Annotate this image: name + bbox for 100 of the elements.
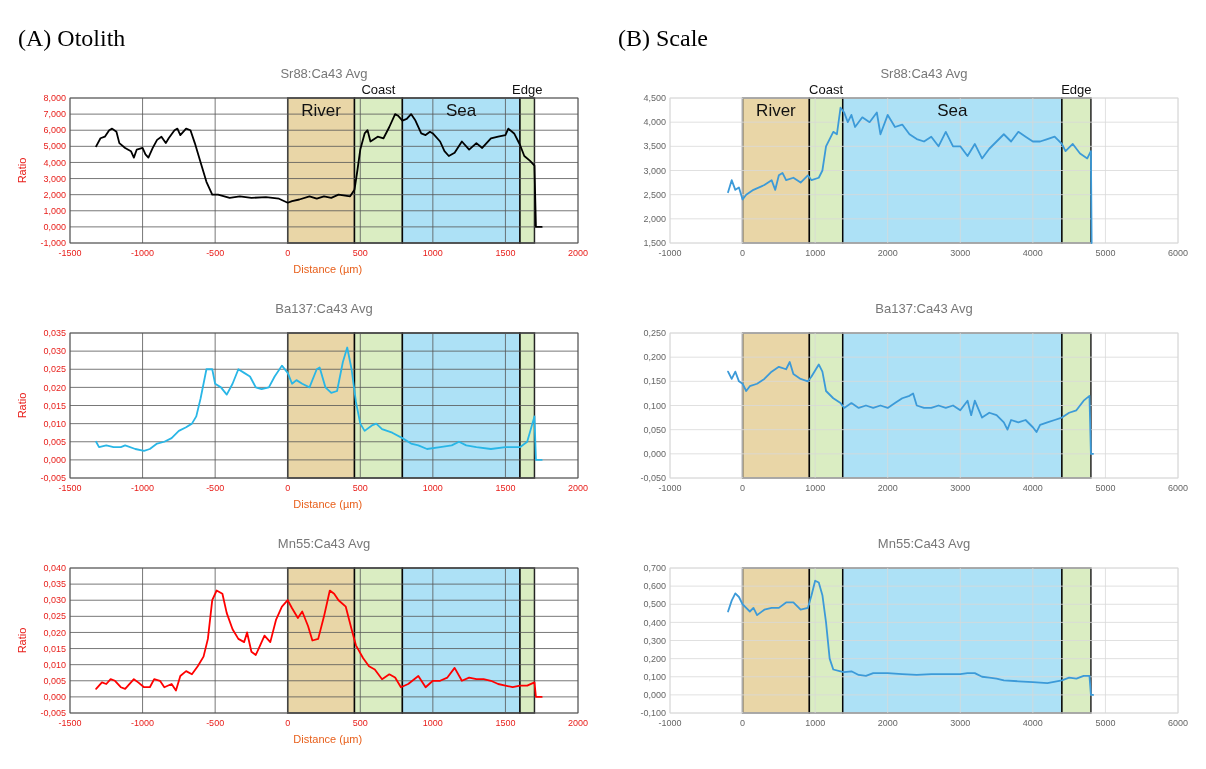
chart-title: Mn55:Ca43 Avg [277,536,371,551]
x-tick-label: 0 [740,483,746,493]
y-tick-label: -0,100 [640,708,666,719]
y-tick-label: 0,200 [643,653,666,664]
x-tick-label: 2000 [877,718,898,728]
y-tick-label: -0,005 [40,473,66,484]
x-tick-label: 6000 [1167,483,1189,493]
x-tick-label: 4000 [1022,483,1043,493]
y-tick-label: 0,015 [43,400,66,411]
band-label: Edge [512,82,543,97]
band-label: River [301,101,342,120]
band-label: Sea [446,101,477,120]
y-tick-label: 0,200 [643,352,666,363]
y-tick-label: 6,000 [43,125,66,136]
x-tick-label: 2000 [567,248,589,258]
x-tick-label: 2000 [567,718,589,728]
x-tick-label: 0 [285,718,291,728]
band-label: Coast [361,82,396,97]
y-tick-label: 0,030 [43,595,66,606]
x-tick-label: 1000 [805,483,826,493]
x-tick-label: 5000 [1095,483,1116,493]
band-label: Edge [1061,82,1092,97]
line-series [95,346,543,461]
y-tick-label: 0,000 [43,455,66,466]
x-axis-title: Distance (µm) [293,733,363,745]
x-axis-title: Distance (µm) [293,263,363,275]
x-tick-label: -1500 [58,483,82,493]
y-tick-label: 0,015 [43,643,66,654]
x-tick-label: -1000 [131,718,155,728]
y-tick-label: 0,010 [43,418,66,429]
y-tick-label: 0,035 [43,328,66,339]
text: (A) Otolith [18,25,126,51]
y-tick-label: 0,040 [43,563,66,574]
x-tick-label: 6000 [1167,248,1189,258]
band-label: Coast [809,82,844,97]
x-tick-label: 0 [285,248,291,258]
y-tick-label: -1,000 [40,238,66,249]
x-tick-label: -500 [206,718,225,728]
y-axis-title: Ratio [16,627,28,654]
text: (B) Scale [618,25,708,51]
x-tick-label: -1000 [658,248,682,258]
y-tick-label: 0,035 [43,579,66,590]
y-tick-label: 0,500 [643,599,666,610]
y-tick-label: 1,000 [43,205,66,216]
y-tick-label: 0,025 [43,611,66,622]
y-axis-title: Ratio [16,157,28,184]
y-tick-label: 1,500 [643,238,666,249]
chart-title: Ba137:Ca43 Avg [275,301,373,316]
y-tick-label: 0,700 [643,563,666,574]
chart-title: Mn55:Ca43 Avg [877,536,971,551]
y-tick-label: 0,000 [643,448,666,459]
x-tick-label: 0 [740,718,746,728]
y-tick-label: 0,000 [643,690,666,701]
x-tick-label: 2000 [877,248,898,258]
x-tick-label: 1000 [422,483,443,493]
y-tick-label: 0,250 [643,328,666,339]
x-tick-label: 3000 [950,483,971,493]
x-tick-label: -1500 [58,248,82,258]
y-axis-title: Ratio [16,392,28,419]
y-tick-label: 0,020 [43,627,66,638]
x-tick-label: 500 [352,483,368,493]
x-axis-title: Distance (µm) [293,498,363,510]
line-series [727,106,1093,244]
x-tick-label: -500 [206,248,225,258]
y-tick-label: 4,000 [643,117,666,128]
x-tick-label: 0 [285,483,291,493]
y-tick-label: 0,005 [43,436,66,447]
x-tick-label: -1000 [131,248,155,258]
chart-title: Ba137:Ca43 Avg [875,301,973,316]
line-series [727,361,1094,455]
band-label: River [756,101,797,120]
x-tick-label: 1000 [422,248,443,258]
x-tick-label: 500 [352,718,368,728]
line-series [727,579,1094,696]
y-tick-label: 0,020 [43,382,66,393]
y-tick-label: 0,600 [643,581,666,592]
y-tick-label: 8,000 [43,93,66,104]
chart-title: Sr88:Ca43 Avg [280,66,368,81]
y-tick-label: 0,150 [643,376,666,387]
x-tick-label: 1500 [495,248,516,258]
x-tick-label: 5000 [1095,248,1116,258]
band-label: Sea [937,101,968,120]
y-tick-label: 4,500 [643,93,666,104]
x-tick-label: -1000 [131,483,155,493]
x-tick-label: 2000 [877,483,898,493]
y-tick-label: 0,030 [43,346,66,357]
line-series [95,589,543,698]
x-tick-label: -1500 [58,718,82,728]
x-tick-label: 1000 [422,718,443,728]
x-tick-label: 4000 [1022,718,1043,728]
x-tick-label: 3000 [950,248,971,258]
y-tick-label: 0,025 [43,364,66,375]
x-tick-label: 1000 [805,248,826,258]
x-tick-label: 0 [740,248,746,258]
y-tick-label: 2,000 [643,213,666,224]
chart-title: Sr88:Ca43 Avg [880,66,968,81]
x-tick-label: -500 [206,483,225,493]
x-tick-label: 500 [352,248,368,258]
y-tick-label: 4,000 [43,157,66,168]
y-tick-label: 3,000 [43,173,66,184]
